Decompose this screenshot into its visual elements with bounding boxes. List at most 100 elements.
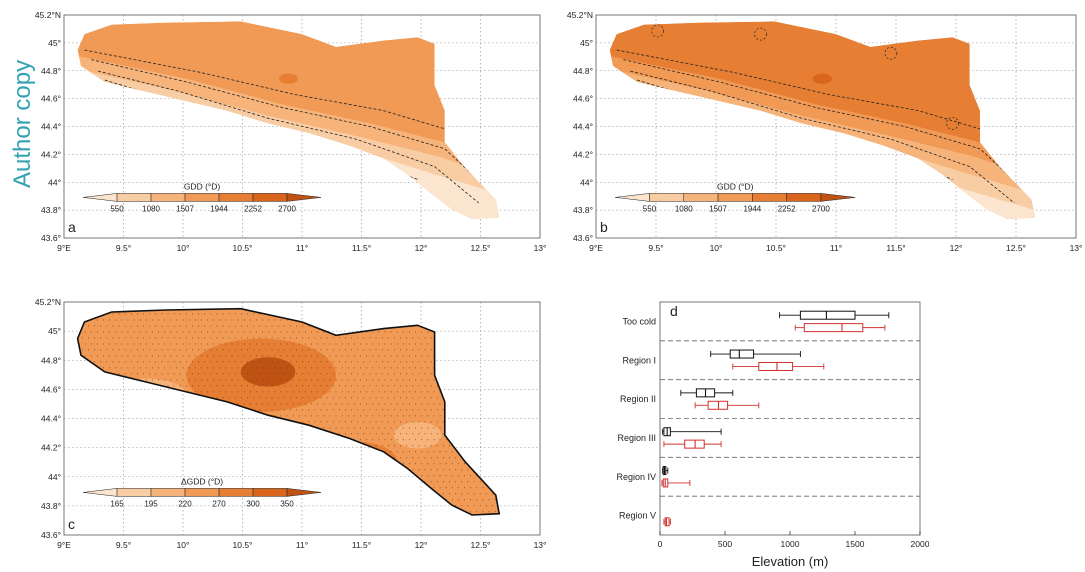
region-outline	[76, 307, 501, 516]
box-iqr	[684, 439, 705, 449]
x-tick-label: 500	[718, 539, 732, 549]
category-label: Region V	[619, 511, 656, 521]
colorbar-label: 300	[246, 499, 260, 508]
lat-tick-label: 43.6°	[573, 233, 593, 243]
box-plot-element	[779, 310, 890, 320]
lon-tick-label: 9.5°	[116, 540, 131, 550]
category-label: Region II	[620, 394, 656, 404]
lat-tick-label: 44.2°	[573, 149, 593, 159]
colorbar-label: 1507	[176, 204, 194, 213]
lon-tick-label: 12°	[415, 243, 428, 253]
lon-tick-label: 13°	[534, 540, 547, 550]
colorbar-segment	[649, 193, 685, 202]
lat-tick-label: 44.6°	[41, 384, 61, 394]
x-tick-label: 2000	[911, 539, 930, 549]
lat-tick-label: 45.2°N	[35, 297, 61, 307]
lat-tick-label: 44.2°	[41, 443, 61, 453]
lon-tick-label: 10.5°	[233, 243, 253, 253]
box-plot-element	[680, 388, 734, 398]
contour-line	[623, 59, 1022, 188]
box-plot-element	[732, 361, 825, 371]
box-iqr	[729, 349, 755, 359]
lat-tick-label: 43.6°	[41, 530, 61, 540]
lon-tick-label: 13°	[534, 243, 547, 253]
colorbar-segment	[252, 488, 288, 497]
lon-tick-label: 11.5°	[886, 243, 905, 253]
box-plot-element	[662, 427, 722, 437]
colorbar-title: ΔGDD (°D)	[181, 476, 223, 486]
category-label: Region I	[622, 355, 656, 365]
contour-loop	[651, 24, 665, 38]
fill-warm-spot	[278, 73, 298, 84]
colorbar-segment	[683, 193, 719, 202]
colorbar-segment	[717, 193, 753, 202]
lat-tick-label: 43.8°	[41, 501, 61, 511]
colorbar-segment	[116, 488, 152, 497]
panel-letter: b	[600, 219, 608, 235]
x-tick-label: 1000	[781, 539, 800, 549]
colorbar-title: GDD (°D)	[717, 181, 754, 191]
lat-tick-label: 44°	[580, 177, 593, 187]
lat-tick-label: 43.8°	[573, 205, 593, 215]
map-panel-c: 9°E 9.5° 10° 10.5° 11° 11.5° 12° 12.5° 13° 45.2°N…	[35, 297, 547, 550]
lat-tick-label: 44°	[48, 472, 61, 482]
lon-tick-label: 10.5°	[766, 243, 786, 253]
lat-tick-label: 44°	[48, 177, 61, 187]
lat-tick-label: 44.6°	[573, 94, 593, 104]
lat-tick-label: 45.2°N	[35, 10, 61, 20]
lon-tick-label: 12.5°	[471, 540, 491, 550]
colorbar-title: GDD (°D)	[184, 181, 221, 191]
lon-tick-label: 12°	[950, 243, 963, 253]
contour-loop	[884, 46, 898, 60]
colorbar-segment	[286, 488, 322, 497]
lon-tick-label: 11.5°	[352, 540, 371, 550]
box-iqr	[664, 517, 670, 527]
colorbar-label: 2252	[778, 204, 796, 213]
colorbar-segment	[218, 488, 254, 497]
box-plot-element	[794, 323, 886, 333]
colorbar-segment	[820, 193, 856, 202]
watermark-text: Author copy	[9, 60, 36, 188]
colorbar-label: 165	[110, 499, 124, 508]
category-label: Too cold	[622, 316, 656, 326]
category-label: Region IV	[616, 472, 656, 482]
box-plot-element	[694, 400, 760, 410]
contour-line	[616, 49, 994, 134]
colorbar-label: 350	[280, 499, 294, 508]
fill-peak	[240, 357, 296, 387]
colorbar-label: 1944	[743, 204, 761, 213]
lon-tick-label: 9°E	[589, 243, 603, 253]
colorbar-segment	[150, 488, 186, 497]
lon-tick-label: 12.5°	[1006, 243, 1026, 253]
lon-tick-label: 12.5°	[471, 243, 491, 253]
lat-tick-label: 45.2°N	[567, 10, 593, 20]
lon-tick-label: 11°	[296, 540, 308, 550]
fill-low	[393, 421, 442, 449]
panel-letter: d	[670, 303, 678, 319]
contour-loop	[754, 27, 767, 41]
colorbar-label: 2700	[278, 204, 296, 213]
lat-tick-label: 44.4°	[41, 414, 61, 424]
fill-base	[77, 308, 500, 515]
box-iqr	[799, 310, 856, 320]
lon-tick-label: 11°	[830, 243, 842, 253]
colorbar-label: 2252	[244, 204, 262, 213]
lat-tick-label: 44.4°	[573, 122, 593, 132]
box-plot-element	[663, 517, 671, 527]
fill-warm-spot	[812, 73, 832, 84]
lat-tick-label: 45°	[48, 38, 61, 48]
contour-line	[630, 70, 1015, 204]
colorbar-label: 270	[212, 499, 226, 508]
colorbar-label: 1080	[142, 204, 160, 213]
colorbar-segment	[218, 193, 254, 202]
lon-tick-label: 10.5°	[233, 540, 253, 550]
colorbar-label: 1080	[675, 204, 693, 213]
svg-text:Author copy: Author copy	[9, 60, 36, 188]
lon-tick-label: 9.5°	[116, 243, 131, 253]
contour-line	[97, 70, 480, 204]
contour-line	[91, 59, 486, 188]
box-plot-element	[663, 439, 722, 449]
box-plot-element	[662, 466, 669, 476]
lat-tick-label: 44.8°	[41, 355, 61, 365]
